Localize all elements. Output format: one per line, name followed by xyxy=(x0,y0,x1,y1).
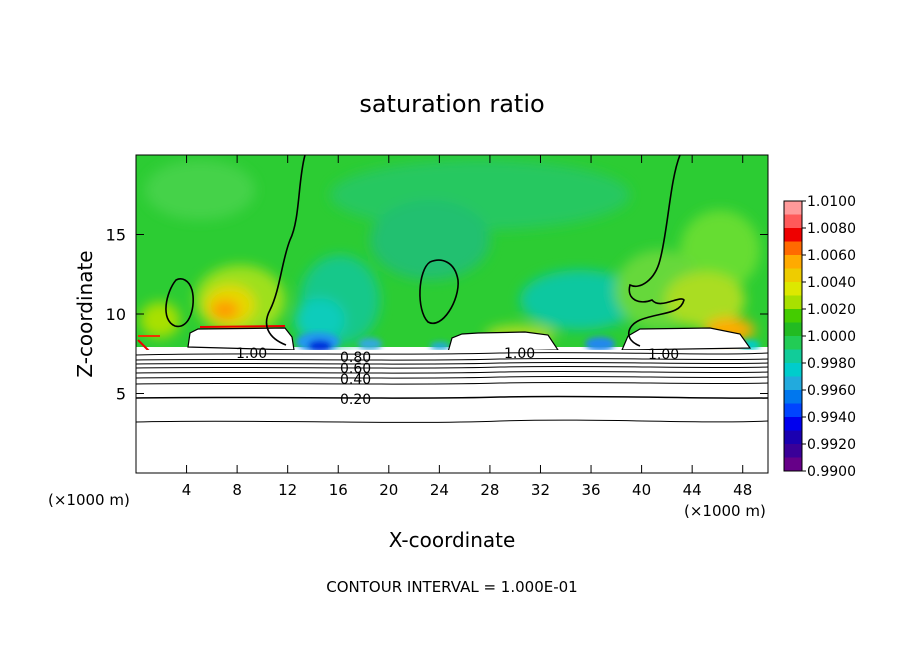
upper-contours xyxy=(165,155,685,347)
x-tick-label: 20 xyxy=(379,481,398,499)
colorbar-swatch xyxy=(784,268,802,283)
colorbar-swatch xyxy=(784,363,802,377)
colorbar-swatch xyxy=(784,255,802,269)
colorbar-label: 0.9980 xyxy=(807,356,856,372)
x-tick-label: 8 xyxy=(232,481,242,499)
colorbar-swatch xyxy=(784,295,802,310)
colorbar-swatch xyxy=(784,228,802,242)
y-tick-label: 5 xyxy=(116,385,126,404)
contour-label: 1.00 xyxy=(504,346,535,362)
colorbar-label: 0.9900 xyxy=(807,464,856,480)
y-tick-label: 10 xyxy=(106,305,126,324)
colorbar-label: 0.9940 xyxy=(807,410,856,426)
colorbar-swatch xyxy=(784,309,802,323)
colorbar-label: 1.0000 xyxy=(807,329,856,345)
x-tick-label: 40 xyxy=(632,481,651,499)
colorbar-label: 0.9920 xyxy=(807,437,856,453)
colorbar-swatch xyxy=(784,282,802,296)
colorbar-swatch xyxy=(784,241,802,256)
colorbar-label: 1.0040 xyxy=(807,275,856,291)
contour-label: 1.00 xyxy=(236,346,267,362)
colorbar-swatch xyxy=(784,349,802,364)
colorbar-swatch xyxy=(784,376,802,391)
x-axis-unit-left: (×1000 m) xyxy=(48,491,130,509)
y-axis-label: Z-coordinate xyxy=(73,250,97,377)
colorbar-label: 1.0080 xyxy=(807,221,856,237)
x-tick-label: 12 xyxy=(278,481,297,499)
contour-label: 0.40 xyxy=(340,372,371,388)
colorbar-swatch xyxy=(784,444,802,458)
contour-lines xyxy=(136,352,768,423)
chart-title: saturation ratio xyxy=(359,90,544,118)
x-tick-label: 4 xyxy=(182,481,192,499)
contour-label: 0.60 xyxy=(340,361,371,377)
contour-interval-note: CONTOUR INTERVAL = 1.000E-01 xyxy=(326,578,577,596)
x-tick-label: 28 xyxy=(480,481,499,499)
colorbar-swatch xyxy=(784,390,802,404)
colorbar-swatch xyxy=(784,430,802,445)
contour-label-group: 1.00 0.80 0.60 0.40 0.20 1.00 1.00 xyxy=(236,346,679,408)
colorbar: 1.0100 1.0080 1.0060 1.0040 1.0020 1.0000 0.99… xyxy=(783,194,856,480)
y-axis: 5 10 15 xyxy=(106,226,768,404)
x-tick-label: 16 xyxy=(329,481,348,499)
colorbar-swatch xyxy=(784,322,802,337)
x-tick-label: 32 xyxy=(531,481,550,499)
subcloud-band xyxy=(136,350,768,473)
x-tick-label: 24 xyxy=(430,481,449,499)
x-tick-label: 44 xyxy=(683,481,702,499)
colorbar-swatch xyxy=(784,214,802,229)
colorbar-swatch xyxy=(784,417,802,431)
x-axis-unit-right: (×1000 m) xyxy=(684,502,766,520)
cloud-regions xyxy=(187,327,752,353)
x-tick-label: 36 xyxy=(581,481,600,499)
colorbar-label: 1.0020 xyxy=(807,302,856,318)
contour-label: 0.20 xyxy=(340,392,371,408)
x-tick-label: 48 xyxy=(733,481,752,499)
y-tick-label: 15 xyxy=(106,226,126,245)
colorbar-label: 0.9960 xyxy=(807,383,856,399)
colorbar-label: 1.0100 xyxy=(807,194,856,210)
contour-label: 1.00 xyxy=(648,347,679,363)
contour-label: 0.80 xyxy=(340,350,371,366)
x-axis-label: X-coordinate xyxy=(389,528,516,552)
plot-area xyxy=(136,155,768,473)
colorbar-swatch xyxy=(784,201,802,215)
colorbar-label: 1.0060 xyxy=(807,248,856,264)
colorbar-swatch xyxy=(784,336,802,350)
x-axis: 4 8 12 16 20 24 28 32 36 40 44 48 xyxy=(182,155,752,499)
field-color-blobs xyxy=(140,160,760,345)
colorbar-swatch xyxy=(784,403,802,418)
colorbar-swatch xyxy=(784,457,802,472)
